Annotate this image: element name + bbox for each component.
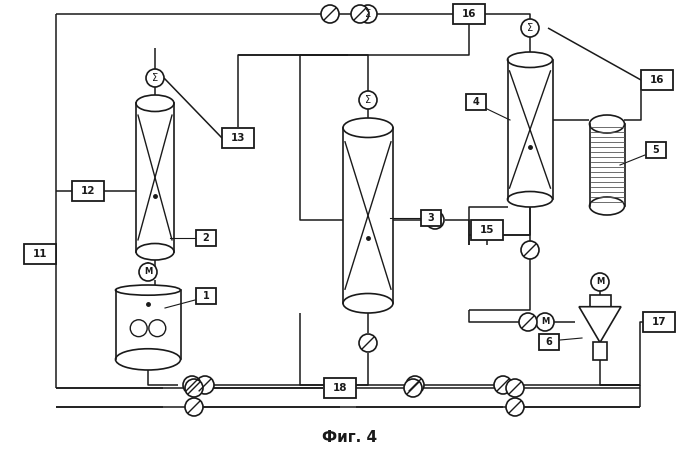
FancyBboxPatch shape bbox=[466, 94, 486, 110]
Circle shape bbox=[359, 5, 377, 23]
FancyBboxPatch shape bbox=[324, 378, 356, 398]
Circle shape bbox=[359, 91, 377, 109]
Ellipse shape bbox=[507, 52, 552, 67]
Text: Фиг. 4: Фиг. 4 bbox=[322, 431, 377, 446]
Circle shape bbox=[359, 334, 377, 352]
Circle shape bbox=[146, 69, 164, 87]
Circle shape bbox=[185, 379, 203, 397]
Text: 11: 11 bbox=[33, 249, 48, 259]
Polygon shape bbox=[579, 307, 621, 343]
Text: 15: 15 bbox=[480, 225, 494, 235]
Text: 5: 5 bbox=[653, 145, 659, 155]
Text: Σ: Σ bbox=[365, 9, 371, 19]
Text: M: M bbox=[144, 267, 152, 277]
FancyBboxPatch shape bbox=[646, 142, 666, 158]
Text: Σ: Σ bbox=[365, 95, 371, 105]
Circle shape bbox=[406, 376, 424, 394]
Ellipse shape bbox=[589, 115, 624, 133]
Circle shape bbox=[521, 241, 539, 259]
FancyBboxPatch shape bbox=[196, 230, 216, 246]
Circle shape bbox=[591, 273, 609, 291]
Ellipse shape bbox=[343, 294, 393, 313]
Text: 2: 2 bbox=[203, 233, 210, 243]
Text: M: M bbox=[596, 278, 604, 287]
FancyBboxPatch shape bbox=[72, 181, 104, 201]
Circle shape bbox=[519, 313, 537, 331]
Circle shape bbox=[494, 376, 512, 394]
FancyBboxPatch shape bbox=[453, 4, 485, 24]
Circle shape bbox=[185, 398, 203, 416]
Circle shape bbox=[506, 379, 524, 397]
Circle shape bbox=[183, 376, 201, 394]
Circle shape bbox=[196, 376, 214, 394]
Text: 13: 13 bbox=[231, 133, 245, 143]
FancyBboxPatch shape bbox=[641, 70, 673, 90]
Text: 4: 4 bbox=[473, 97, 480, 107]
FancyBboxPatch shape bbox=[539, 334, 559, 350]
Circle shape bbox=[351, 5, 369, 23]
Ellipse shape bbox=[115, 285, 180, 295]
FancyBboxPatch shape bbox=[24, 244, 56, 264]
Text: M: M bbox=[541, 317, 549, 327]
Text: 16: 16 bbox=[462, 9, 476, 19]
Text: 12: 12 bbox=[81, 186, 95, 196]
FancyBboxPatch shape bbox=[421, 210, 441, 226]
Circle shape bbox=[426, 211, 444, 229]
Text: 3: 3 bbox=[428, 213, 434, 223]
Ellipse shape bbox=[343, 118, 393, 137]
Ellipse shape bbox=[136, 95, 174, 111]
FancyBboxPatch shape bbox=[196, 288, 216, 304]
Ellipse shape bbox=[115, 349, 180, 370]
Ellipse shape bbox=[507, 191, 552, 207]
Text: 6: 6 bbox=[546, 337, 552, 347]
Ellipse shape bbox=[136, 244, 174, 260]
Circle shape bbox=[130, 320, 147, 337]
Circle shape bbox=[521, 19, 539, 37]
Circle shape bbox=[139, 263, 157, 281]
FancyBboxPatch shape bbox=[593, 343, 607, 360]
FancyBboxPatch shape bbox=[643, 312, 675, 332]
FancyBboxPatch shape bbox=[589, 295, 610, 307]
Text: 17: 17 bbox=[651, 317, 666, 327]
Circle shape bbox=[404, 379, 422, 397]
FancyBboxPatch shape bbox=[222, 128, 254, 148]
Text: Σ: Σ bbox=[152, 73, 158, 83]
Ellipse shape bbox=[589, 197, 624, 215]
Circle shape bbox=[536, 313, 554, 331]
FancyBboxPatch shape bbox=[471, 220, 503, 240]
Text: 16: 16 bbox=[650, 75, 664, 85]
Text: Σ: Σ bbox=[527, 23, 533, 33]
Circle shape bbox=[321, 5, 339, 23]
Text: 1: 1 bbox=[203, 291, 210, 301]
Text: 18: 18 bbox=[333, 383, 347, 393]
Circle shape bbox=[149, 320, 166, 337]
Circle shape bbox=[506, 398, 524, 416]
